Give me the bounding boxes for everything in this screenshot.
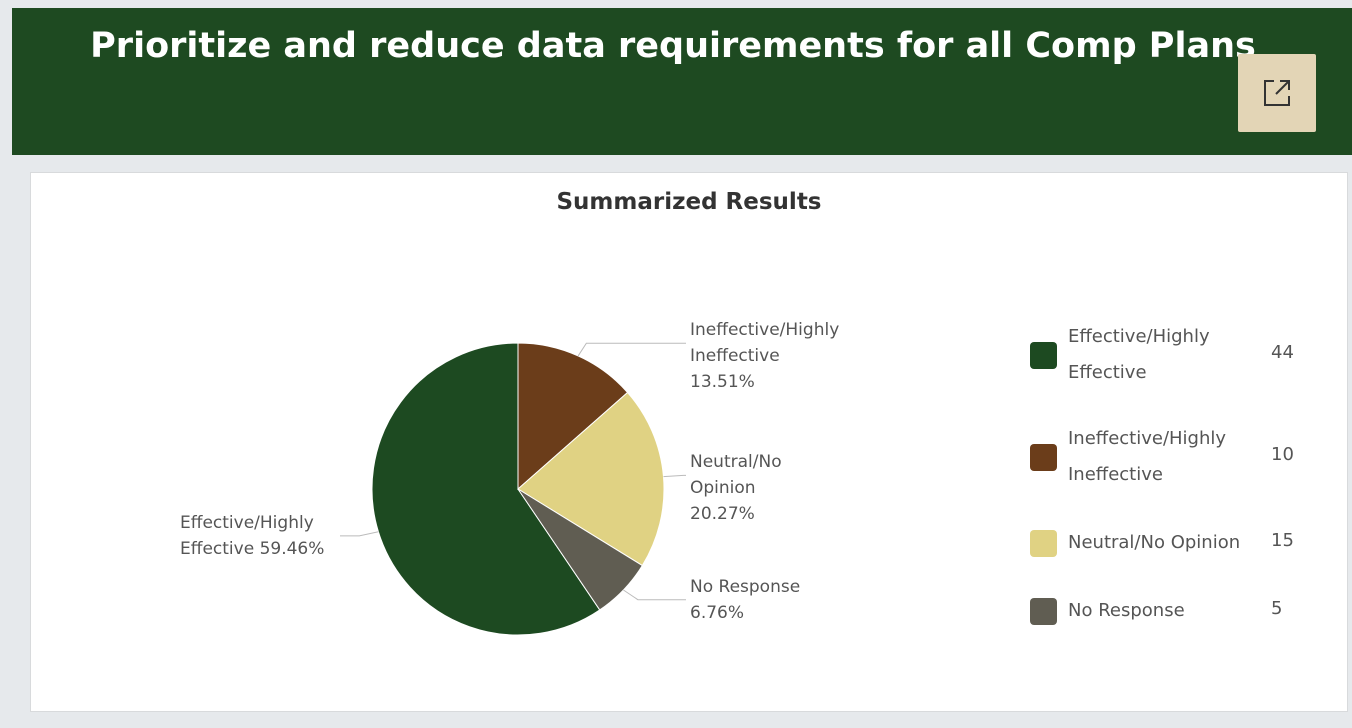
slice-percent: 13.51% (690, 372, 755, 393)
open-icon (1264, 80, 1290, 106)
header-title: Prioritize and reduce data requirements … (90, 26, 1256, 66)
legend-count: 10 (1271, 444, 1294, 465)
slice-percent: 6.76% (690, 602, 745, 623)
legend-swatch (1030, 342, 1057, 369)
slice-category: Ineffective/Highly Ineffective (690, 320, 840, 367)
leader-line (340, 531, 379, 537)
pie-chart (340, 342, 686, 636)
slice-percent: 59.46% (259, 538, 325, 559)
leader-line (577, 342, 686, 357)
legend-label: Neutral/No Opinion (1068, 532, 1241, 553)
slice-category: Neutral/No Opinion (690, 452, 782, 499)
slice-label: Neutral/No Opinion 20.27% (690, 449, 820, 527)
slice-category: Effective/Highly Effective (180, 512, 314, 559)
pie-slice (517, 342, 629, 491)
pie-slice (371, 342, 601, 636)
open-button[interactable] (1238, 54, 1316, 132)
legend-swatch (1030, 598, 1057, 625)
legend-label: No Response (1068, 600, 1185, 621)
leader-line (623, 589, 686, 601)
legend-count: 44 (1271, 342, 1294, 363)
legend-swatch (1030, 530, 1057, 557)
legend-count: 15 (1271, 530, 1294, 551)
legend-label: Effective/Highly Effective (1068, 326, 1210, 383)
chart-card: Summarized Results Effective/Highly Effe… (30, 172, 1348, 712)
slice-category: No Response (690, 576, 801, 597)
pie-slice (517, 391, 665, 567)
legend-count: 5 (1271, 598, 1283, 619)
slice-label: No Response 6.76% (690, 574, 820, 626)
slice-percent: 20.27% (690, 504, 755, 525)
leader-line (663, 474, 686, 478)
legend-swatch (1030, 444, 1057, 471)
slice-label: Effective/Highly Effective 59.46% (180, 510, 335, 562)
pie-slice (517, 488, 644, 611)
legend-label: Ineffective/Highly Ineffective (1068, 428, 1227, 485)
chart-title: Summarized Results (556, 189, 822, 215)
slice-label: Ineffective/Highly Ineffective 13.51% (690, 317, 839, 395)
header: Prioritize and reduce data requirements … (12, 8, 1352, 155)
